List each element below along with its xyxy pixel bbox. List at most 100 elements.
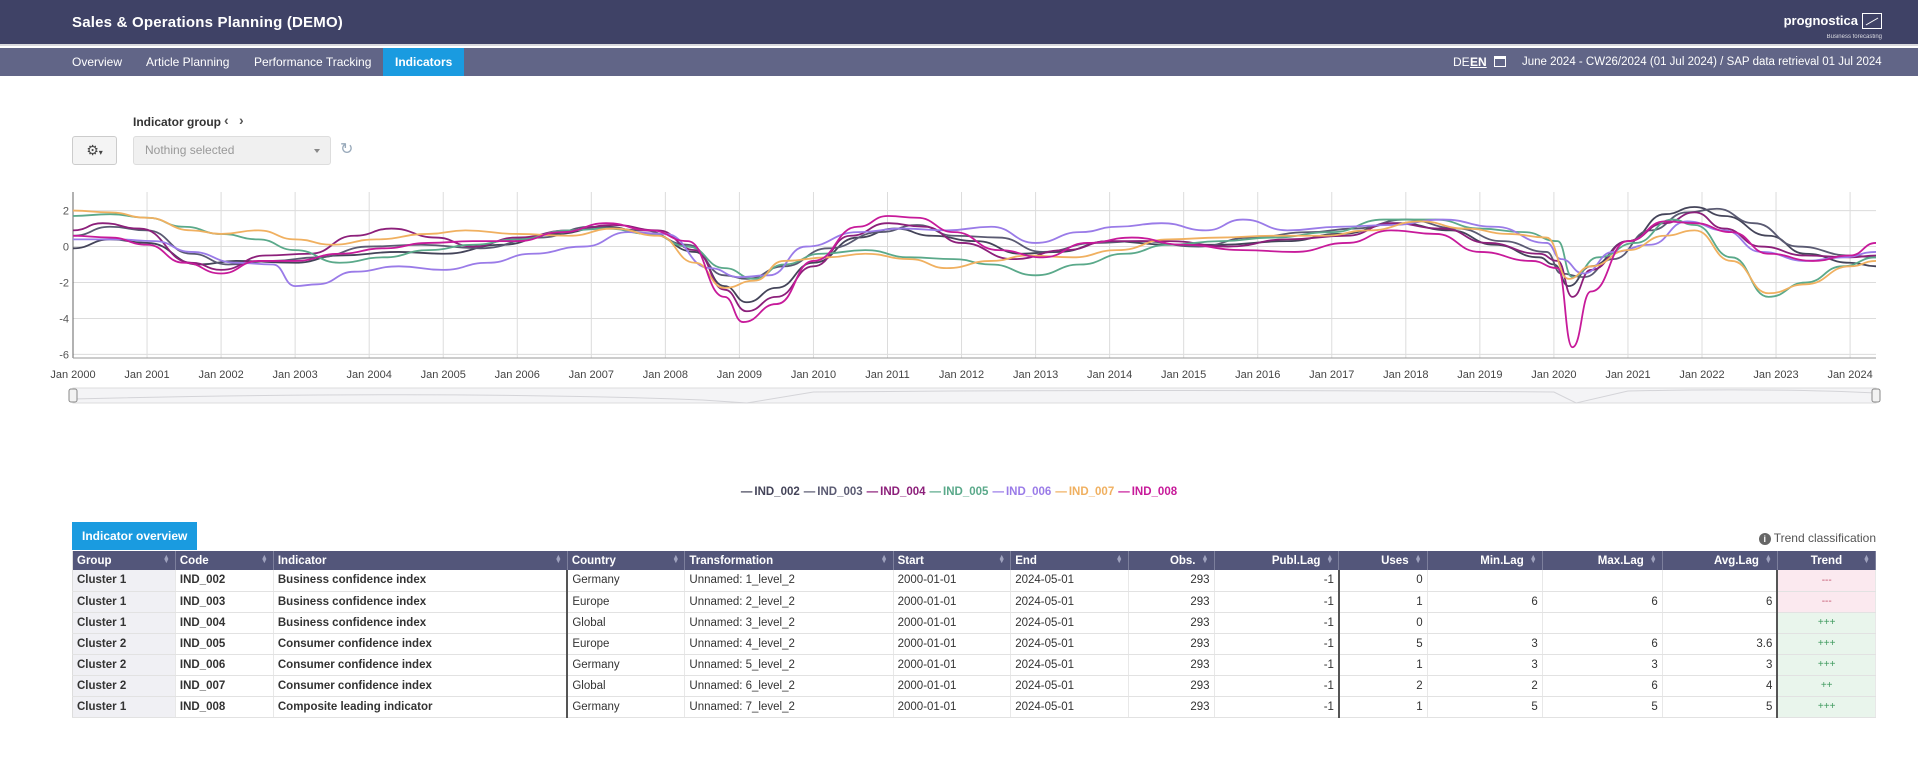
sort-icon[interactable]: ▲ ▼	[1326, 554, 1334, 565]
cell-end: 2024-05-01	[1010, 654, 1129, 676]
cell-group: Cluster 2	[72, 654, 176, 676]
lang-en-link[interactable]: EN	[1470, 55, 1487, 69]
settings-button[interactable]: ⚙▾	[72, 136, 117, 165]
x-tick-label: Jan 2020	[1531, 369, 1576, 381]
x-tick-label: Jan 2001	[124, 369, 169, 381]
cell-publ-lag: -1	[1214, 696, 1340, 718]
sort-icon[interactable]: ▲ ▼	[998, 554, 1006, 565]
legend-item-ind_003[interactable]: — IND_003	[803, 486, 863, 498]
table-row[interactable]: Cluster 2 IND_007 Consumer confidence inde…	[72, 675, 1877, 697]
table-row[interactable]: Cluster 1 IND_008 Composite leading indica…	[72, 696, 1877, 718]
company-logo: prognostica Business forecasting	[1783, 13, 1882, 40]
sort-icon[interactable]: ▲ ▼	[162, 554, 170, 565]
series-line-ind_003	[72, 207, 1877, 280]
cell-obs: 293	[1128, 675, 1215, 697]
refresh-icon[interactable]: ↻	[340, 141, 354, 158]
sort-icon[interactable]: ▲ ▼	[1529, 554, 1537, 565]
table-row[interactable]: Cluster 1 IND_004 Business confidence inde…	[72, 612, 1877, 634]
series-line-ind_008	[72, 215, 1877, 349]
chart-legend: — IND_002— IND_003— IND_004— IND_005— IND_006…	[0, 486, 1918, 498]
column-header-avg-lag[interactable]: Avg.Lag ▲ ▼	[1662, 551, 1778, 570]
cell-indicator: Business confidence index	[273, 591, 569, 613]
navigator-right-handle[interactable]	[1871, 388, 1881, 403]
column-header-indicator[interactable]: Indicator ▲ ▼	[273, 551, 568, 570]
x-tick-label: Jan 2012	[939, 369, 984, 381]
sort-icon[interactable]: ▲ ▼	[1764, 554, 1772, 565]
column-header-trend[interactable]: Trend ▲ ▼	[1777, 551, 1877, 570]
cell-indicator: Consumer confidence index	[273, 675, 569, 697]
sort-icon[interactable]: ▲ ▼	[1649, 554, 1657, 565]
navigator-left-handle[interactable]	[68, 388, 78, 403]
table-row[interactable]: Cluster 1 IND_003 Business confidence inde…	[72, 591, 1877, 613]
sort-icon[interactable]: ▲ ▼	[1414, 554, 1422, 565]
sort-icon[interactable]: ▲ ▼	[554, 554, 562, 565]
legend-item-ind_002[interactable]: — IND_002	[740, 486, 800, 498]
cell-publ-lag: -1	[1214, 633, 1340, 655]
trend-classification-link[interactable]: i Trend classification	[1758, 531, 1876, 545]
sort-icon[interactable]: ▲ ▼	[1863, 554, 1870, 565]
cell-max-lag	[1542, 570, 1663, 592]
column-header-min-lag[interactable]: Min.Lag ▲ ▼	[1427, 551, 1543, 570]
nav-performance-tracking[interactable]: Performance Tracking	[254, 55, 372, 69]
cell-country: Germany	[567, 570, 686, 592]
cell-indicator: Business confidence index	[273, 570, 569, 592]
table-row[interactable]: Cluster 2 IND_006 Consumer confidence inde…	[72, 654, 1877, 676]
y-tick-label: -2	[59, 277, 69, 289]
nav-article-planning[interactable]: Article Planning	[146, 55, 230, 69]
column-header-max-lag[interactable]: Max.Lag ▲ ▼	[1542, 551, 1663, 570]
cell-code: IND_005	[175, 633, 274, 655]
plot-area	[73, 192, 1876, 358]
cell-transformation: Unnamed: 1_level_2	[684, 570, 894, 592]
cell-obs: 293	[1128, 654, 1215, 676]
tab-indicator-overview[interactable]: Indicator overview	[72, 522, 198, 550]
cell-transformation: Unnamed: 7_level_2	[684, 696, 894, 718]
column-header-start[interactable]: Start ▲ ▼	[893, 551, 1012, 570]
sort-icon[interactable]: ▲ ▼	[1115, 554, 1123, 565]
sort-icon[interactable]: ▲ ▼	[672, 554, 680, 565]
lang-de-link[interactable]: DE	[1453, 55, 1470, 69]
cell-indicator: Consumer confidence index	[273, 654, 569, 676]
sort-icon[interactable]: ▲ ▼	[260, 554, 268, 565]
x-tick-label: Jan 2003	[273, 369, 318, 381]
table-row[interactable]: Cluster 2 IND_005 Consumer confidence inde…	[72, 633, 1877, 655]
main-navigation: Overview Article Planning Performance Tr…	[0, 48, 1918, 76]
cell-min-lag: 2	[1427, 675, 1543, 697]
column-header-group[interactable]: Group ▲ ▼	[72, 551, 176, 570]
sort-icon[interactable]: ▲ ▼	[880, 554, 888, 565]
table-row[interactable]: Cluster 1 IND_002 Business confidence inde…	[72, 570, 1877, 592]
gear-icon: ⚙	[86, 142, 99, 158]
chevron-right-icon[interactable]: ›	[239, 112, 244, 128]
column-header-end[interactable]: End ▲ ▼	[1010, 551, 1129, 570]
app-title: Sales & Operations Planning (DEMO)	[72, 14, 344, 31]
legend-item-ind_008[interactable]: — IND_008	[1118, 486, 1178, 498]
x-tick-label: Jan 2021	[1605, 369, 1650, 381]
cell-end: 2024-05-01	[1010, 633, 1129, 655]
x-tick-label: Jan 2015	[1161, 369, 1206, 381]
column-header-code[interactable]: Code ▲ ▼	[175, 551, 274, 570]
nav-indicators[interactable]: Indicators	[383, 48, 465, 76]
cell-uses: 1	[1338, 696, 1428, 718]
column-header-publ-lag[interactable]: Publ.Lag ▲ ▼	[1214, 551, 1340, 570]
indicator-group-select[interactable]: Nothing selected	[133, 136, 331, 165]
column-header-country[interactable]: Country ▲ ▼	[567, 551, 686, 570]
cell-start: 2000-01-01	[893, 570, 1012, 592]
calendar-icon[interactable]	[1494, 56, 1506, 67]
cell-publ-lag: -1	[1214, 675, 1340, 697]
legend-item-ind_005[interactable]: — IND_005	[929, 486, 989, 498]
chevron-left-icon[interactable]: ‹	[224, 112, 229, 128]
cell-group: Cluster 2	[72, 675, 176, 697]
legend-item-ind_006[interactable]: — IND_006	[992, 486, 1052, 498]
column-header-transformation[interactable]: Transformation ▲ ▼	[684, 551, 894, 570]
legend-item-ind_007[interactable]: — IND_007	[1055, 486, 1115, 498]
x-tick-label: Jan 2000	[50, 369, 95, 381]
sort-icon[interactable]: ▲ ▼	[1201, 554, 1209, 565]
legend-item-ind_004[interactable]: — IND_004	[866, 486, 926, 498]
cell-uses: 1	[1338, 591, 1428, 613]
column-header-obs[interactable]: Obs. ▲ ▼	[1128, 551, 1215, 570]
cell-code: IND_008	[175, 696, 274, 718]
cell-end: 2024-05-01	[1010, 675, 1129, 697]
nav-overview[interactable]: Overview	[72, 55, 123, 69]
column-header-uses[interactable]: Uses ▲ ▼	[1338, 551, 1428, 570]
cell-obs: 293	[1128, 612, 1215, 634]
logo-mark-icon	[1862, 13, 1882, 29]
